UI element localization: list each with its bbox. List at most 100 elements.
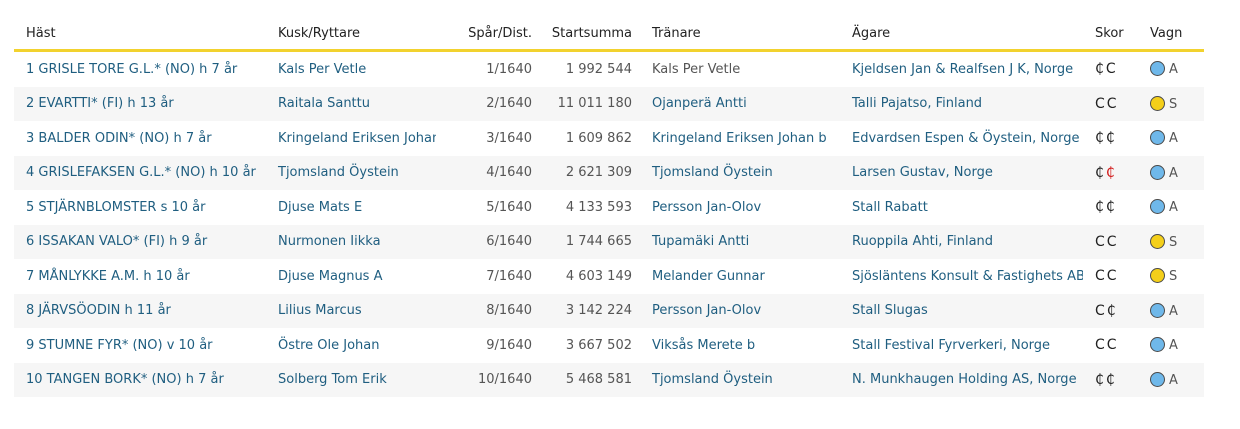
table-row[interactable]: 1 GRISLE TORE G.L.* (NO) h 7 år Kals Per … — [14, 51, 1204, 87]
owner-link[interactable]: Ruoppila Ahti, Finland — [852, 234, 994, 250]
front-shoe-icon: C — [1095, 337, 1107, 354]
start-earnings: 3 142 224 — [565, 303, 632, 319]
horse-link[interactable]: 1 GRISLE TORE G.L.* (NO) h 7 år — [26, 61, 238, 77]
back-shoe-icon: ₵ — [1106, 302, 1118, 319]
shoes-cell: ₵C — [1083, 51, 1138, 87]
trainer-link[interactable]: Persson Jan-Olov — [652, 199, 762, 215]
track-distance: 2/1640 — [486, 96, 532, 112]
column-header-horse[interactable]: Häst — [14, 18, 266, 52]
column-header-shoes[interactable]: Skor — [1083, 18, 1138, 52]
cart-type-dot-icon — [1150, 233, 1165, 249]
table-row[interactable]: 2 EVARTTI* (FI) h 13 år Raitala Santtu 2/1… — [14, 86, 1204, 121]
back-shoe-icon: C — [1106, 268, 1119, 285]
front-shoe-icon: ₵ — [1095, 371, 1106, 388]
table-row[interactable]: 4 GRISLEFAKSEN G.L.* (NO) h 10 år Tjomsla… — [14, 155, 1204, 190]
cart-type-label: A — [1169, 62, 1178, 78]
horse-link[interactable]: 8 JÄRVSÖODIN h 11 år — [26, 303, 171, 319]
owner-link[interactable]: N. Munkhaugen Holding AS, Norge — [852, 372, 1077, 388]
column-header-trainer[interactable]: Tränare — [640, 18, 840, 52]
cart-type-dot-icon — [1150, 199, 1165, 215]
table-row[interactable]: 5 STJÄRNBLOMSTER s 10 år Djuse Mats E 5/16… — [14, 190, 1204, 225]
start-list: Häst Kusk/Ryttare Spår/Dist. Startsumma … — [14, 18, 1204, 397]
cart-type-dot-icon — [1150, 302, 1165, 318]
table-row[interactable]: 6 ISSAKAN VALO* (FI) h 9 år Nurmonen Iikk… — [14, 224, 1204, 259]
trainer-link[interactable]: Persson Jan-Olov — [652, 303, 762, 319]
column-header-cart[interactable]: Vagn — [1138, 18, 1204, 52]
trainer-link[interactable]: Viksås Merete b — [652, 337, 756, 353]
track-distance: 4/1640 — [486, 165, 532, 181]
shoes-cell: CC — [1083, 259, 1138, 294]
horse-link[interactable]: 10 TANGEN BORK* (NO) h 7 år — [26, 372, 224, 388]
trainer-link[interactable]: Tjomsland Öystein — [652, 372, 773, 388]
column-header-driver[interactable]: Kusk/Ryttare — [266, 18, 436, 52]
front-shoe-icon: C — [1095, 302, 1107, 319]
horse-link[interactable]: 4 GRISLEFAKSEN G.L.* (NO) h 10 år — [26, 165, 256, 181]
cart-type-label: S — [1169, 269, 1178, 285]
horse-link[interactable]: 3 BALDER ODIN* (NO) h 7 år — [26, 130, 212, 146]
horse-link[interactable]: 9 STUMNE FYR* (NO) v 10 år — [26, 337, 213, 353]
cart-cell: A — [1138, 190, 1204, 225]
owner-link[interactable]: Stall Slugas — [852, 303, 928, 319]
driver-link[interactable]: Solberg Tom Erik — [278, 372, 387, 388]
shoes-cell: CC — [1083, 224, 1138, 259]
table-row[interactable]: 8 JÄRVSÖODIN h 11 år Lilius Marcus 8/1640 3… — [14, 293, 1204, 328]
driver-link[interactable]: Tjomsland Öystein — [278, 165, 399, 181]
trainer-link[interactable]: Kringeland Eriksen Johan b — [652, 130, 827, 146]
driver-link[interactable]: Raitala Santtu — [278, 96, 370, 112]
back-shoe-icon: C — [1106, 233, 1119, 250]
owner-link[interactable]: Larsen Gustav, Norge — [852, 165, 993, 181]
cart-cell: A — [1138, 155, 1204, 190]
owner-link[interactable]: Talli Pajatso, Finland — [852, 96, 983, 112]
track-distance: 9/1640 — [486, 337, 532, 353]
shoes-cell: ₵₵ — [1083, 121, 1138, 156]
track-distance: 3/1640 — [486, 130, 532, 146]
front-shoe-icon: ₵ — [1095, 199, 1106, 216]
start-earnings: 3 667 502 — [565, 337, 632, 353]
owner-link[interactable]: Kjeldsen Jan & Realfsen J K, Norge — [852, 61, 1074, 77]
start-list-table: Häst Kusk/Ryttare Spår/Dist. Startsumma … — [14, 18, 1204, 397]
driver-link[interactable]: Östre Ole Johan — [278, 337, 380, 353]
table-row[interactable]: 3 BALDER ODIN* (NO) h 7 år Kringeland Eri… — [14, 121, 1204, 156]
start-earnings: 1 992 544 — [565, 61, 632, 77]
owner-link[interactable]: Sjösläntens Konsult & Fastighets AB — [852, 268, 1083, 284]
driver-link[interactable]: Nurmonen Iikka — [278, 234, 381, 250]
track-distance: 1/1640 — [486, 61, 532, 77]
track-distance: 6/1640 — [486, 234, 532, 250]
cart-type-dot-icon — [1150, 337, 1165, 353]
trainer-link[interactable]: Tjomsland Öystein — [652, 165, 773, 181]
table-body: 1 GRISLE TORE G.L.* (NO) h 7 år Kals Per … — [14, 51, 1204, 397]
trainer-link[interactable]: Melander Gunnar — [652, 268, 765, 284]
start-earnings: 2 621 309 — [565, 165, 632, 181]
cart-type-label: A — [1169, 303, 1178, 319]
horse-link[interactable]: 2 EVARTTI* (FI) h 13 år — [26, 96, 174, 112]
driver-link[interactable]: Kringeland Eriksen Johan — [278, 130, 436, 146]
shoes-cell: ₵₵ — [1083, 155, 1138, 190]
cart-type-label: A — [1169, 338, 1178, 354]
horse-link[interactable]: 6 ISSAKAN VALO* (FI) h 9 år — [26, 234, 208, 250]
column-header-earnings[interactable]: Startsumma — [540, 18, 640, 52]
trainer-link[interactable]: Tupamäki Antti — [652, 234, 750, 250]
start-earnings: 4 603 149 — [565, 268, 632, 284]
cart-cell: A — [1138, 293, 1204, 328]
driver-link[interactable]: Djuse Mats E — [278, 199, 363, 215]
driver-link[interactable]: Kals Per Vetle — [278, 61, 367, 77]
table-row[interactable]: 7 MÅNLYKKE A.M. h 10 år Djuse Magnus A 7/1… — [14, 259, 1204, 294]
horse-link[interactable]: 7 MÅNLYKKE A.M. h 10 år — [26, 268, 190, 284]
driver-link[interactable]: Lilius Marcus — [278, 303, 362, 319]
horse-link[interactable]: 5 STJÄRNBLOMSTER s 10 år — [26, 199, 206, 215]
column-header-track[interactable]: Spår/Dist. — [436, 18, 540, 52]
owner-link[interactable]: Stall Festival Fyrverkeri, Norge — [852, 337, 1051, 353]
column-header-owner[interactable]: Ägare — [840, 18, 1083, 52]
driver-link[interactable]: Djuse Magnus A — [278, 268, 383, 284]
cart-type-dot-icon — [1150, 371, 1165, 387]
track-distance: 5/1640 — [486, 199, 532, 215]
cart-cell: S — [1138, 86, 1204, 121]
back-shoe-icon: ₵ — [1105, 130, 1117, 147]
table-row[interactable]: 9 STUMNE FYR* (NO) v 10 år Östre Ole Joha… — [14, 328, 1204, 363]
table-header-row: Häst Kusk/Ryttare Spår/Dist. Startsumma … — [14, 18, 1204, 52]
trainer-link[interactable]: Ojanperä Antti — [652, 96, 747, 112]
owner-link[interactable]: Edvardsen Espen & Öystein, Norge — [852, 130, 1080, 146]
table-row[interactable]: 10 TANGEN BORK* (NO) h 7 år Solberg Tom E… — [14, 362, 1204, 397]
track-distance: 8/1640 — [486, 303, 532, 319]
owner-link[interactable]: Stall Rabatt — [852, 199, 928, 215]
